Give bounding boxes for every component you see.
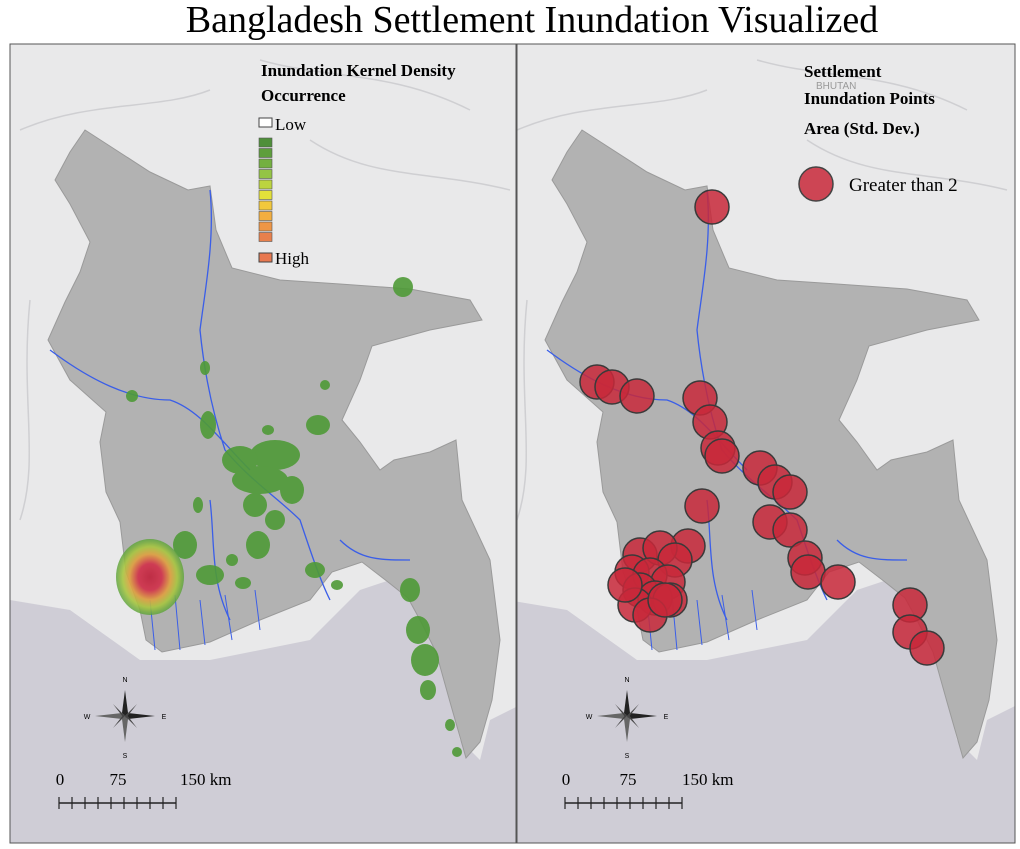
scale-bar: [58, 797, 177, 809]
legend-ramp-step: [258, 211, 273, 221]
legend-ramp-step: [258, 232, 273, 242]
density-blob: [265, 510, 285, 530]
scale-bar: [564, 797, 683, 809]
legend-title: Inundation Points: [804, 89, 935, 108]
legend-ramp-step: [258, 169, 273, 179]
compass-label: N: [624, 677, 629, 684]
density-blob: [411, 644, 439, 676]
density-blob: [246, 531, 270, 559]
density-hotspot: [116, 539, 184, 615]
basemap: [517, 44, 1015, 843]
compass-label: N: [122, 677, 127, 684]
legend-ramp-step: [258, 137, 273, 148]
map-frame: [516, 43, 1016, 844]
compass-label: E: [664, 714, 669, 721]
scale-label: 150 km: [180, 770, 231, 789]
density-blob: [173, 531, 197, 559]
density-blob: [200, 361, 210, 375]
place-label: BHUTAN: [816, 81, 856, 92]
legend-swatch: [258, 117, 273, 128]
page-title: Bangladesh Settlement Inundation Visuali…: [186, 0, 878, 41]
settlement-point: [820, 564, 856, 600]
density-blob: [331, 580, 343, 590]
legend-ramp-step: [258, 200, 273, 211]
density-blob: [306, 415, 330, 435]
legend-swatch: [258, 252, 273, 263]
density-blob: [445, 719, 455, 731]
right-map: BHUTAN: [517, 44, 1015, 843]
scale-label: 0: [56, 770, 65, 789]
legend-label: High: [275, 249, 310, 268]
compass-label: W: [586, 714, 593, 721]
compass-label: E: [162, 714, 167, 721]
scale-label: 0: [562, 770, 571, 789]
density-blob: [200, 411, 216, 439]
settlement-point: [694, 189, 730, 225]
density-blob: [420, 680, 436, 700]
settlement-point: [647, 582, 683, 618]
density-blob: [400, 578, 420, 602]
density-blob: [193, 497, 203, 513]
density-blob: [406, 616, 430, 644]
compass-label: W: [84, 714, 91, 721]
density-blob: [226, 554, 238, 566]
density-blob: [126, 390, 138, 402]
density-blob: [232, 466, 288, 494]
settlement-point: [909, 630, 945, 666]
density-blob: [222, 446, 258, 474]
legend-title: Inundation Kernel Density: [261, 61, 456, 80]
legend-title: Settlement: [804, 62, 882, 81]
density-blob: [280, 476, 304, 504]
legend-ramp-step: [258, 221, 273, 232]
scale-label: 75: [110, 770, 127, 789]
compass-label: S: [123, 753, 128, 760]
settlement-point: [772, 474, 808, 510]
density-blob: [250, 440, 300, 470]
legend-title: Occurrence: [261, 86, 346, 105]
density-blob: [196, 565, 224, 585]
kernel-density: [116, 277, 462, 757]
scale-label: 75: [620, 770, 637, 789]
density-blob: [243, 493, 267, 517]
settlement-point: [704, 438, 740, 474]
settlement-point: [790, 554, 826, 590]
scale-label: 150 km: [682, 770, 733, 789]
legend-ramp-step: [258, 190, 273, 200]
inundation-points: [579, 189, 945, 666]
legend-title: Area (Std. Dev.): [804, 119, 920, 138]
legend-label: Greater than 2: [849, 175, 958, 196]
density-blob: [452, 747, 462, 757]
density-blob: [393, 277, 413, 297]
left-map: [10, 44, 516, 843]
legend-ramp-step: [258, 148, 273, 158]
settlement-point: [684, 488, 720, 524]
map-frame: [9, 43, 517, 844]
legend-symbol: [798, 166, 834, 202]
settlement-point: [619, 378, 655, 414]
density-blob: [305, 562, 325, 578]
legend-label: Low: [275, 115, 307, 134]
density-blob: [320, 380, 330, 390]
density-blob: [262, 425, 274, 435]
legend-ramp: [258, 137, 273, 242]
legend-ramp-step: [258, 158, 273, 169]
density-blob: [235, 577, 251, 589]
settlement-point: [607, 567, 643, 603]
settlement-point: [772, 512, 808, 548]
legend-ramp-step: [258, 179, 273, 190]
compass-label: S: [625, 753, 630, 760]
